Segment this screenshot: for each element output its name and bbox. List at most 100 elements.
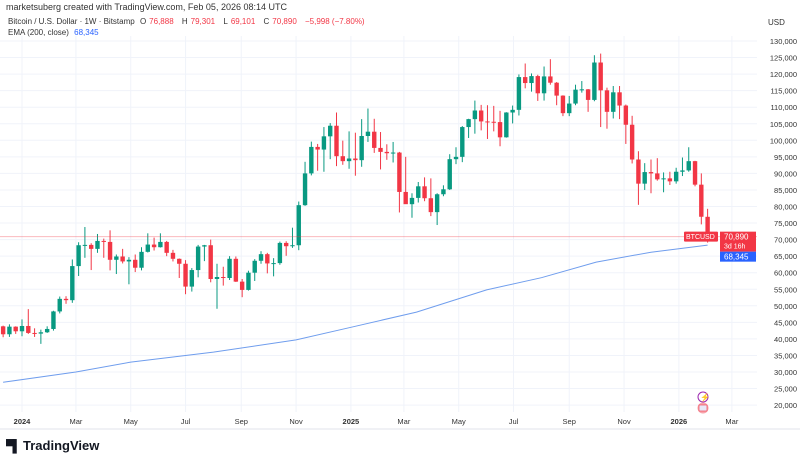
candle — [434, 193, 440, 226]
candle-body — [579, 89, 585, 91]
candle-body — [453, 156, 459, 160]
candle-body — [617, 92, 622, 106]
candle — [365, 108, 371, 142]
symbol-tag-text: BTCUSD — [686, 234, 715, 241]
candle-body — [0, 326, 6, 335]
candle — [516, 74, 522, 116]
candle — [7, 324, 12, 337]
candle-body — [529, 76, 534, 84]
candle — [453, 147, 459, 165]
candle-body — [359, 135, 364, 161]
price-tick-label: 130,000 — [770, 37, 797, 46]
candle — [447, 154, 452, 190]
candle — [252, 259, 257, 281]
candle — [38, 329, 44, 344]
candle-body — [353, 158, 358, 161]
candle — [680, 157, 685, 177]
candle — [265, 252, 270, 274]
candle-body — [472, 110, 478, 120]
candle — [315, 143, 320, 171]
price-tick-label: 35,000 — [774, 351, 797, 360]
candle-body — [604, 90, 610, 112]
candle — [296, 201, 301, 251]
candle-body — [239, 281, 245, 290]
candle — [673, 167, 679, 184]
candle-body — [32, 332, 37, 334]
high-label: H — [181, 17, 188, 26]
dividend-event-icon[interactable] — [697, 391, 709, 403]
low-value: 69,101 — [230, 17, 256, 26]
time-tick-label: Nov — [289, 417, 303, 426]
candle-body — [101, 240, 106, 242]
price-tick-label: 115,000 — [770, 87, 797, 96]
legend-symbol[interactable]: Bitcoin / U.S. Dollar · 1W · Bitstamp — [8, 17, 135, 26]
candle — [340, 140, 345, 165]
candle-body — [170, 252, 176, 259]
candle-body — [51, 311, 56, 329]
candle-body — [422, 186, 427, 199]
candle-body — [447, 159, 452, 190]
candle-body — [221, 277, 226, 279]
price-tick-label: 25,000 — [774, 385, 797, 394]
time-tick-label: Sep — [563, 417, 576, 426]
event-icons[interactable]: ⚡ — [697, 391, 710, 414]
time-tick-label: Jul — [181, 417, 191, 426]
last-price-tag-bg — [720, 231, 756, 252]
change-value: −5,998 (−7.80%) — [305, 17, 365, 26]
candle-body — [491, 121, 496, 123]
candle — [101, 238, 106, 258]
candle-body — [296, 205, 301, 246]
candle — [409, 193, 415, 218]
ema-tag-text: 68,345 — [724, 253, 749, 262]
candle-body — [246, 272, 251, 290]
candle-body — [107, 241, 113, 260]
price-tick-label: 90,000 — [774, 169, 797, 178]
candle — [57, 296, 62, 314]
candle-body — [321, 136, 327, 150]
price-tick-label: 75,000 — [774, 219, 797, 228]
close-label: C — [263, 17, 270, 26]
candle-body — [189, 270, 195, 287]
candle-body — [145, 244, 150, 252]
tradingview-logo-icon: ▀▌ — [6, 438, 21, 453]
ema-price-tag: 68,345 — [720, 251, 756, 262]
candle-body — [485, 121, 490, 123]
ema-label[interactable]: EMA (200, close) — [8, 28, 69, 37]
candle — [145, 233, 150, 253]
time-tick-label: Sep — [235, 417, 248, 426]
candle-body — [57, 298, 62, 312]
candle — [239, 278, 245, 298]
candle-body — [673, 171, 679, 182]
plot-area — [0, 36, 757, 412]
price-tick-label: 20,000 — [774, 401, 797, 410]
candle-body — [63, 298, 69, 301]
candle-body — [592, 62, 597, 100]
candle-body — [416, 186, 421, 198]
candle-body — [554, 82, 559, 96]
time-tick-label: 2024 — [14, 417, 32, 426]
candle — [151, 237, 157, 251]
legend-ema-row: EMA (200, close) 68,345 — [8, 27, 368, 38]
candle-body — [258, 254, 264, 261]
candle-body — [523, 77, 528, 84]
time-axis[interactable]: 2024 Mar May Jul Sep Nov 2025 Mar May Jul Sep Nov 20… — [14, 417, 739, 426]
currency-label[interactable]: USD — [768, 18, 785, 27]
ema-tag-bg — [720, 251, 756, 262]
time-tick-label: Mar — [397, 417, 410, 426]
symbol-tag-bg — [684, 231, 718, 242]
candle — [604, 87, 610, 129]
price-tick-label: 60,000 — [774, 269, 797, 278]
candle — [0, 325, 6, 338]
candle — [133, 254, 138, 273]
price-axis[interactable]: 20,000 25,000 30,000 35,000 40,000 45,000 50,0… — [770, 37, 797, 410]
price-tick-label: 100,000 — [770, 136, 797, 145]
credit-line: marketsuberg created with TradingView.co… — [6, 2, 287, 12]
candle-body — [177, 258, 182, 264]
candle-body — [548, 76, 553, 83]
candle — [70, 259, 75, 303]
candle — [139, 247, 144, 271]
btcusd-symbol-tag: BTCUSD — [684, 231, 718, 242]
